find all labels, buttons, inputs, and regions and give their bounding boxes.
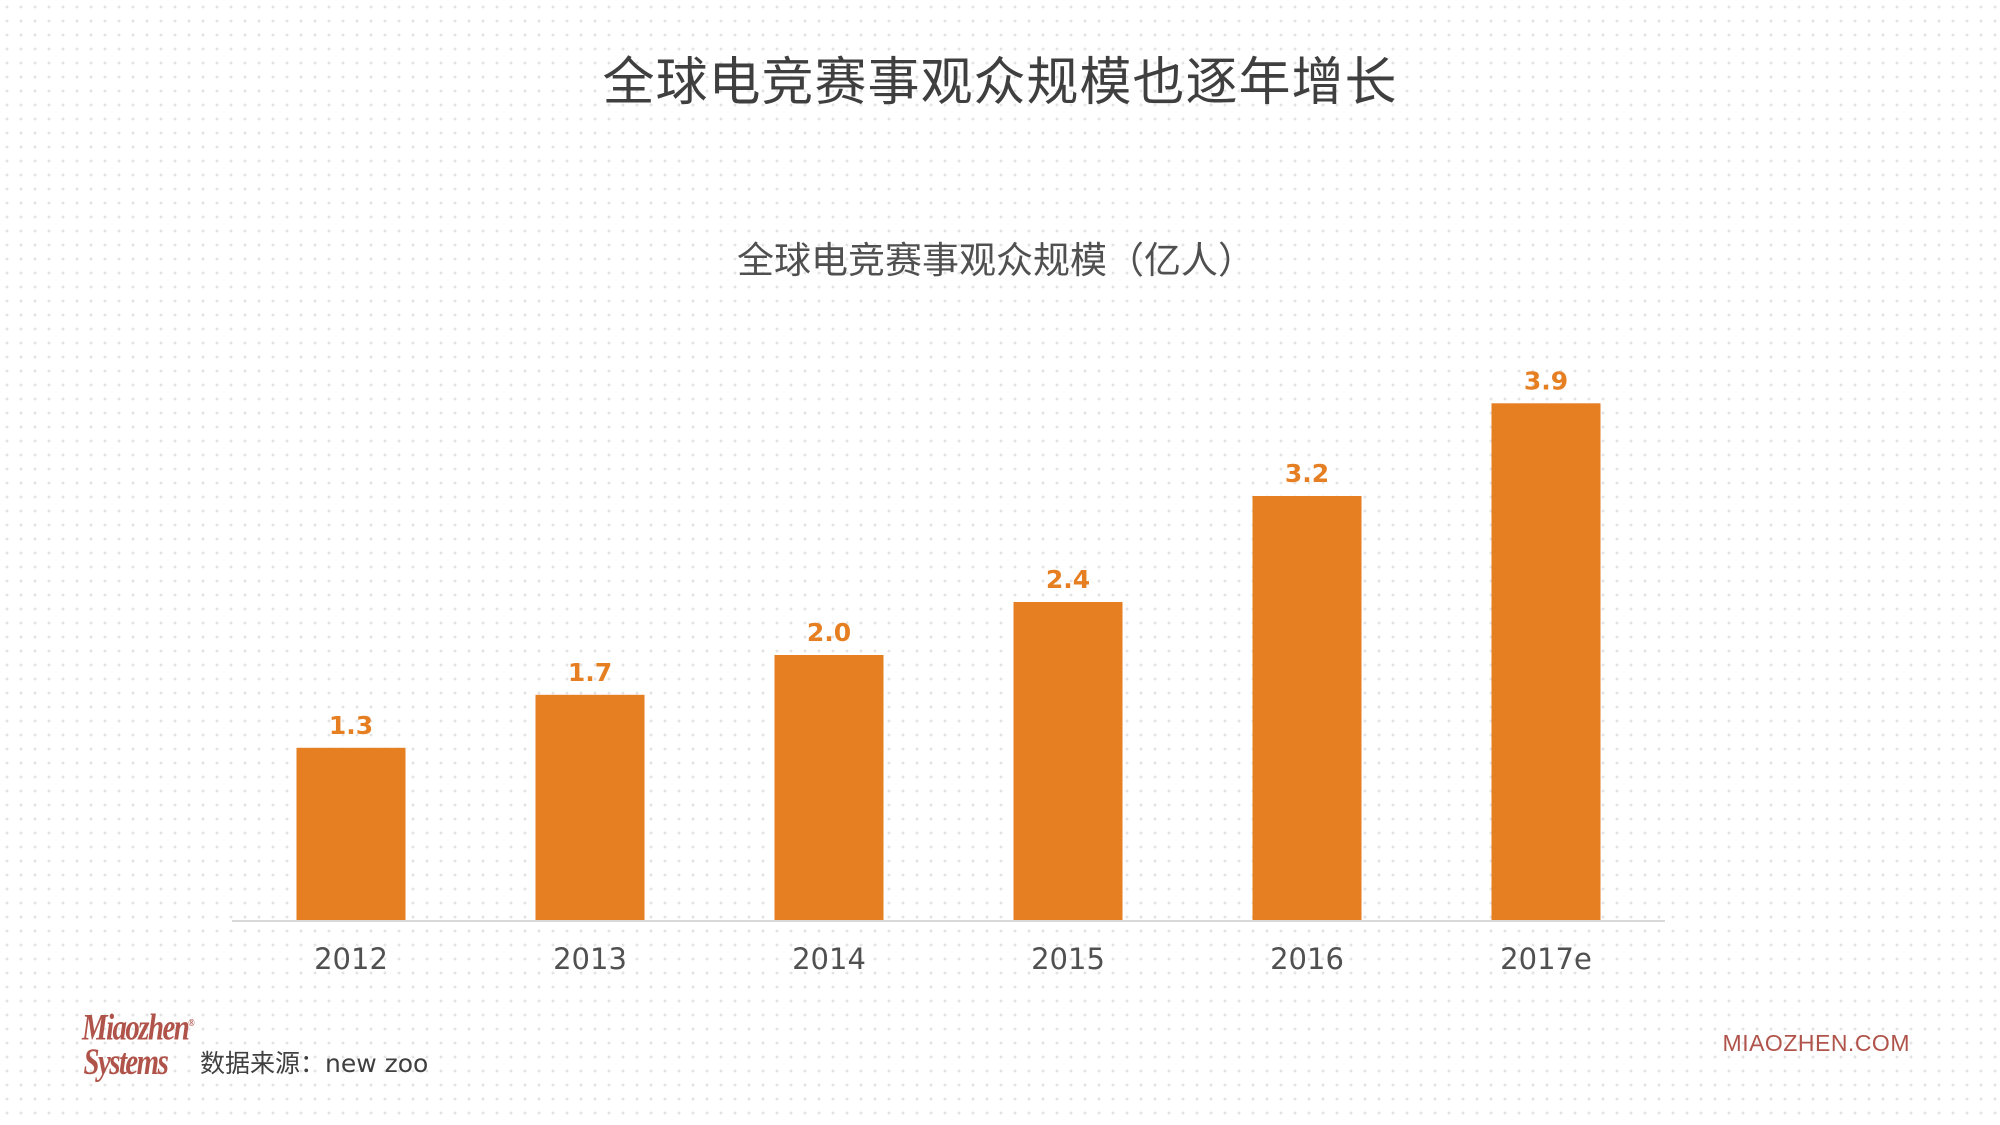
data-label-2015: 2.4 xyxy=(1046,565,1090,594)
logo-line-2: Systems xyxy=(83,1042,169,1084)
page-title: 全球电竞赛事观众规模也逐年增长 xyxy=(602,53,1398,113)
bars-layer: 1.3 1.7 2.0 2.4 3.2 3.9 xyxy=(296,366,1601,921)
data-source-note: 数据来源：new zoo xyxy=(200,1049,429,1078)
logo-line-1: Miaozhen® xyxy=(82,1007,195,1049)
chart-title: 全球电竞赛事观众规模（亿人） xyxy=(737,239,1255,282)
x-tick-2015: 2015 xyxy=(1031,942,1105,976)
x-tick-2012: 2012 xyxy=(314,942,388,976)
website-label: MIAOZHEN.COM xyxy=(1722,1030,1910,1056)
bar-2016 xyxy=(1252,496,1362,920)
bar-2014 xyxy=(774,655,884,920)
x-tick-2014: 2014 xyxy=(792,942,866,976)
data-label-2012: 1.3 xyxy=(329,711,373,740)
bar-2012 xyxy=(296,747,406,921)
bar-2015 xyxy=(1013,602,1123,920)
x-tick-2013: 2013 xyxy=(553,942,627,976)
data-label-2014: 2.0 xyxy=(807,618,851,647)
x-tick-2016: 2016 xyxy=(1270,942,1344,976)
x-axis-ticks: 2012 2013 2014 2015 2016 2017e xyxy=(314,942,1592,976)
data-label-2016: 3.2 xyxy=(1285,459,1329,488)
bar-2013 xyxy=(535,694,645,921)
x-tick-2017e: 2017e xyxy=(1500,942,1592,976)
data-label-2017e: 3.9 xyxy=(1524,366,1568,395)
miaozhen-logo: Miaozhen® Systems xyxy=(82,1004,202,1084)
data-label-2013: 1.7 xyxy=(568,658,612,687)
bar-2017e xyxy=(1491,403,1601,921)
